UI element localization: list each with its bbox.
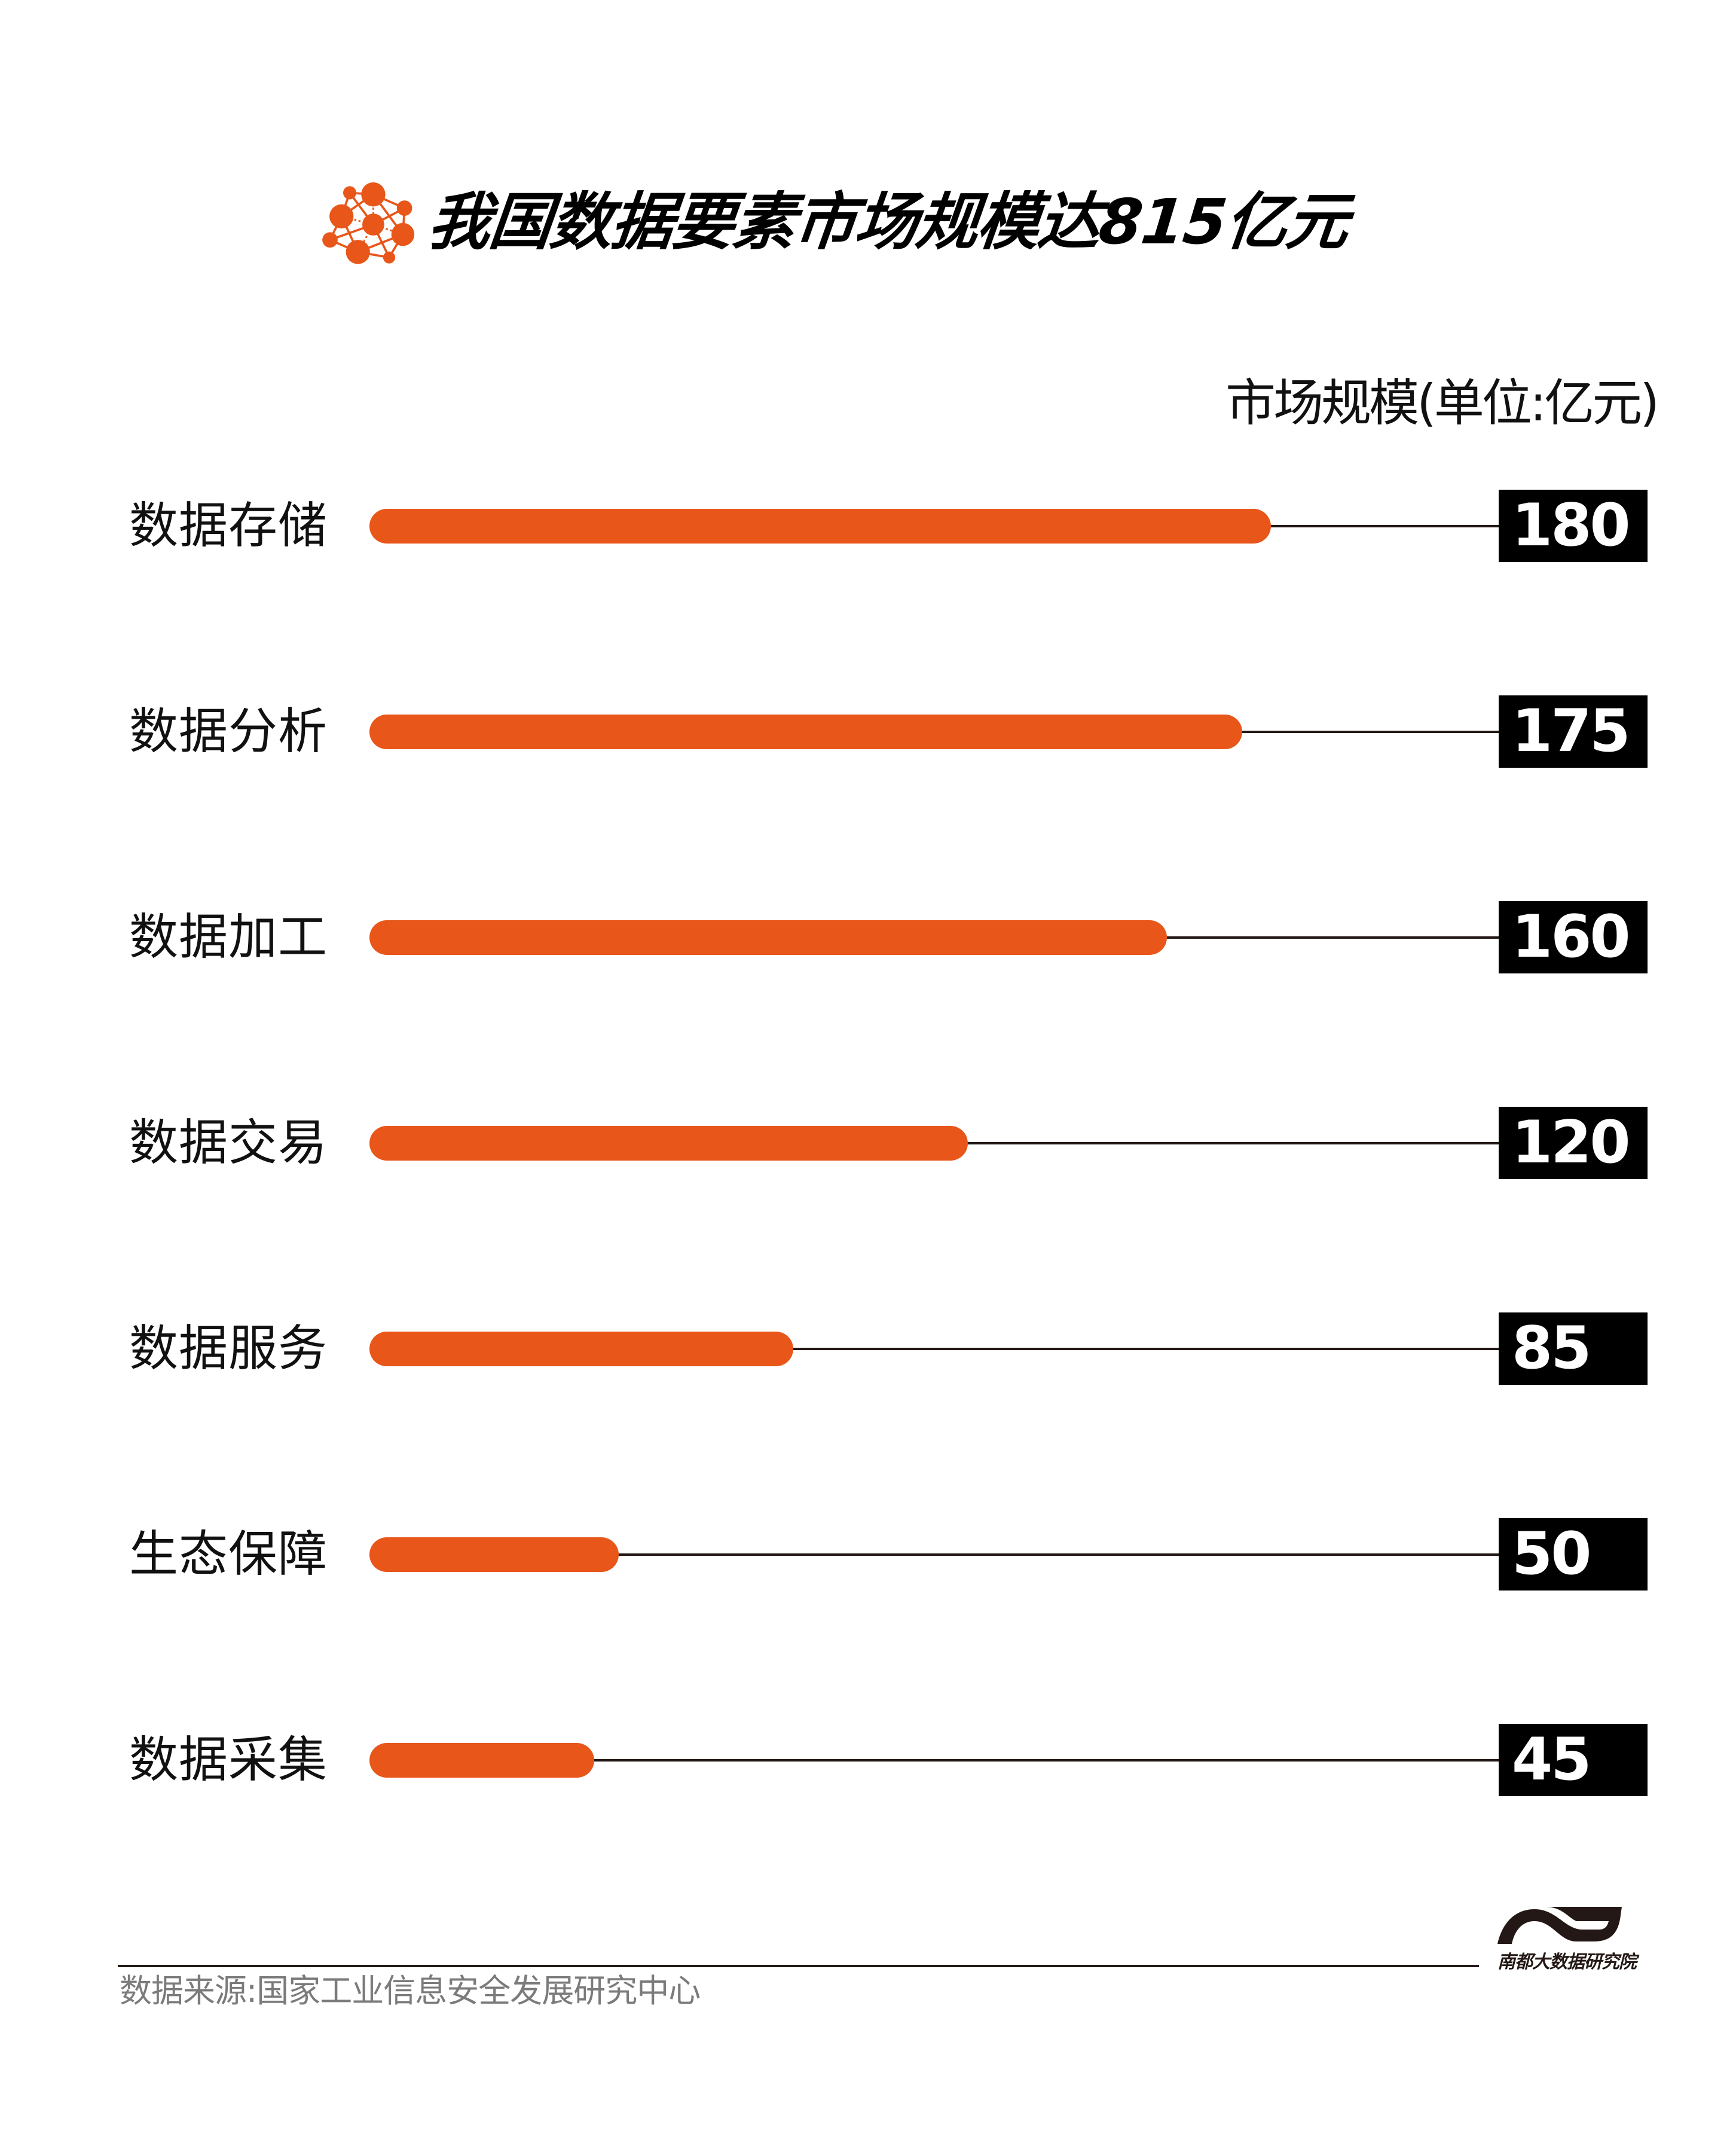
category-label: 数据交易	[129, 1115, 328, 1171]
brand-logo: 南都大数据研究院	[1497, 1904, 1637, 1973]
footer-divider	[118, 1965, 1479, 1967]
bar	[369, 1332, 793, 1366]
bar-row: 数据采集 45	[0, 1724, 1736, 1797]
bar	[369, 920, 1167, 955]
bar	[369, 1537, 619, 1572]
unit-label: 市场规模(单位:亿元)	[1225, 374, 1659, 432]
logo-text: 南都大数据研究院	[1497, 1952, 1637, 1973]
leader-line	[371, 1553, 1500, 1556]
leader-line	[1136, 936, 1500, 939]
value-badge: 175	[1499, 695, 1648, 768]
category-label: 数据加工	[129, 909, 328, 966]
leader-line	[1225, 731, 1500, 733]
bar-row: 生态保障 50	[0, 1518, 1736, 1591]
value-badge: 160	[1499, 901, 1648, 973]
category-label: 数据服务	[129, 1320, 328, 1377]
leader-line	[574, 1759, 1500, 1762]
bar-row: 数据服务 85	[0, 1312, 1736, 1385]
wave-logo-icon	[1497, 1904, 1626, 1946]
category-label: 数据分析	[129, 703, 328, 760]
bar	[369, 1743, 594, 1778]
chart-title: 我国数据要素市场规模达815亿元	[424, 185, 1352, 258]
bar	[369, 715, 1242, 749]
chart-header: 我国数据要素市场规模达815亿元	[317, 171, 1352, 273]
category-label: 数据存储	[129, 497, 328, 554]
bar-row: 数据交易 120	[0, 1107, 1736, 1180]
leader-line	[939, 1142, 1500, 1144]
leader-line	[765, 1348, 1500, 1350]
value-badge: 180	[1499, 490, 1648, 562]
leader-line	[1255, 525, 1500, 527]
value-badge: 50	[1499, 1518, 1648, 1591]
bar-row: 数据分析 175	[0, 695, 1736, 768]
value-badge: 85	[1499, 1312, 1648, 1385]
value-badge: 45	[1499, 1724, 1648, 1796]
data-source: 数据来源:国家工业信息安全发展研究中心	[120, 1972, 701, 2010]
value-badge: 120	[1499, 1107, 1648, 1179]
bar	[369, 1126, 968, 1161]
bar-row: 数据存储 180	[0, 490, 1736, 563]
category-label: 生态保障	[129, 1526, 328, 1583]
bar	[369, 509, 1271, 544]
category-label: 数据采集	[129, 1732, 328, 1788]
network-nodes-icon	[317, 174, 415, 270]
bar-row: 数据加工 160	[0, 901, 1736, 974]
